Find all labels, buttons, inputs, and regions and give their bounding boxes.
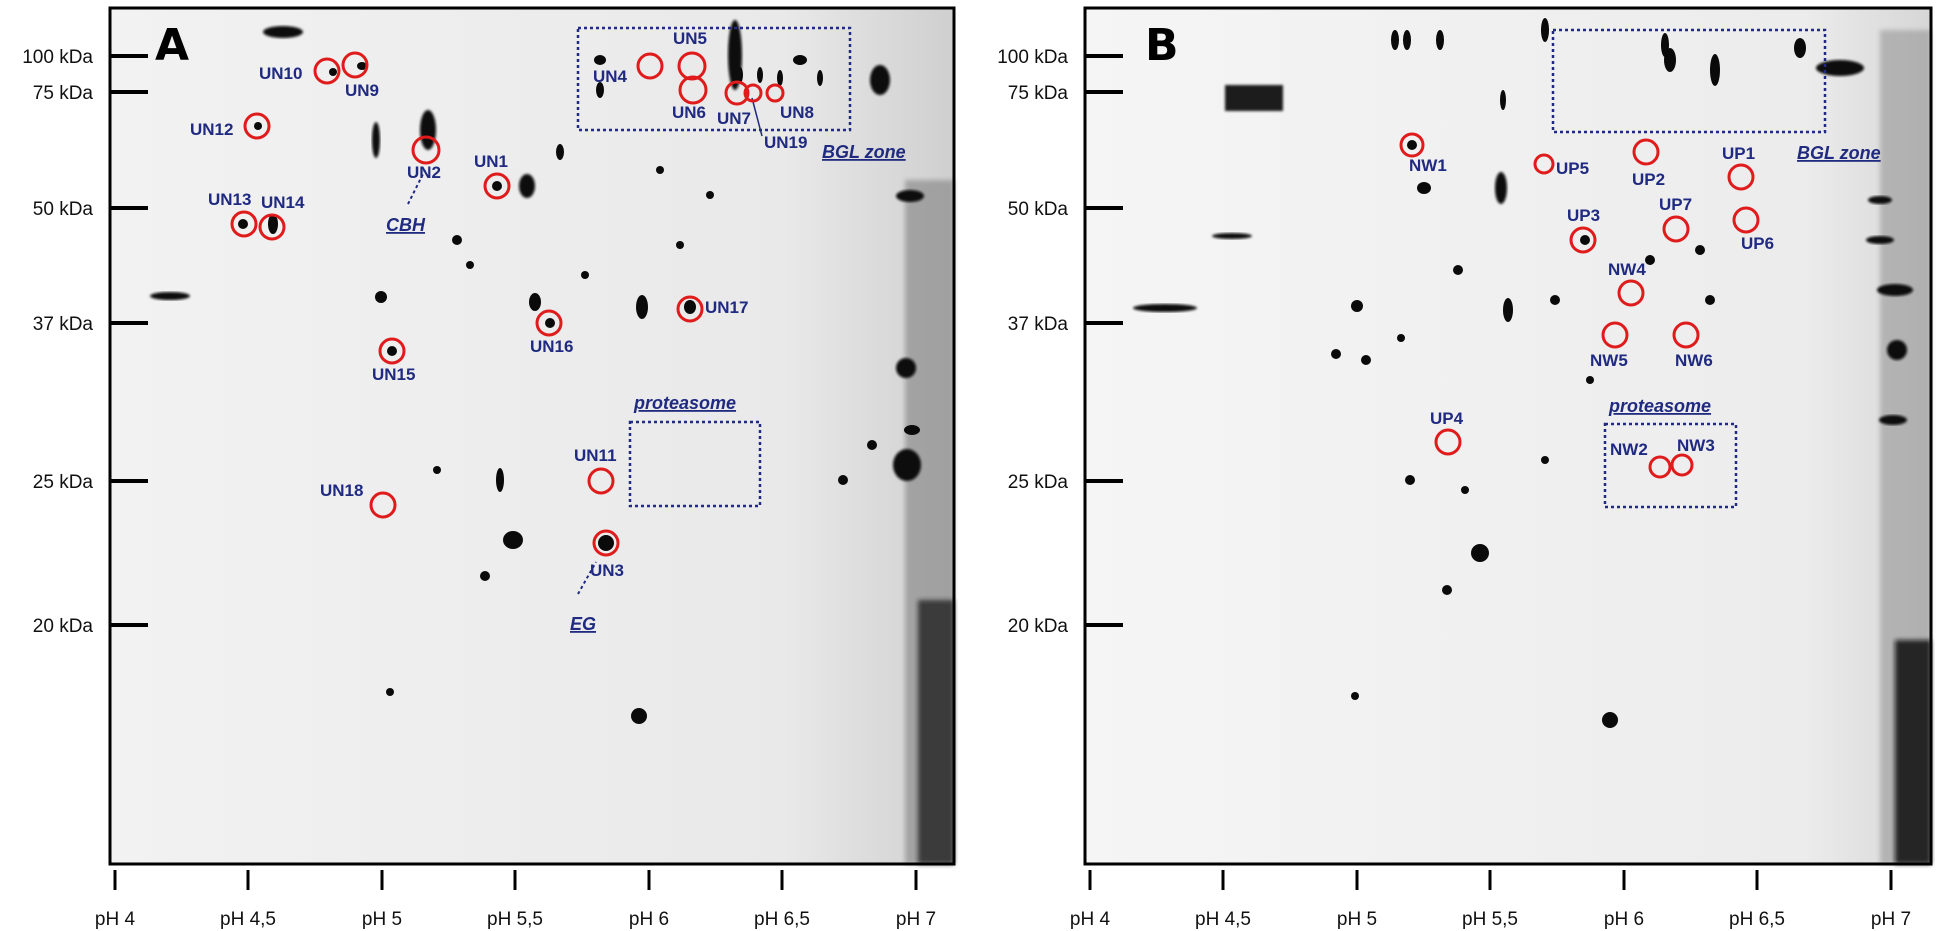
ph-label-a-7: pH 7	[896, 909, 936, 930]
mw-label-b-100: 100 kDa	[997, 47, 1068, 68]
label-un3: UN3	[590, 561, 624, 580]
ph-label-a-5-5: pH 5,5	[487, 909, 543, 930]
proteasome-box-a	[628, 420, 762, 508]
label-nw3: NW3	[1677, 436, 1715, 455]
label-up6: UP6	[1741, 234, 1774, 253]
label-un2: UN2	[407, 163, 441, 182]
ph-label-b-4-5: pH 4,5	[1195, 909, 1251, 930]
spot-circles-a	[230, 51, 785, 557]
label-un19: UN19	[764, 133, 807, 152]
label-un11: UN11	[574, 446, 617, 465]
label-nw5: NW5	[1590, 351, 1628, 370]
label-nw2: NW2	[1610, 440, 1648, 459]
label-un10: UN10	[259, 64, 302, 83]
spot-circles-b	[1399, 132, 1760, 479]
mw-axis-b	[1085, 54, 1123, 627]
gel-b-spots	[1133, 18, 1913, 728]
bgl-zone-box-b	[1551, 28, 1827, 134]
mw-label-a-100: 100 kDa	[22, 47, 93, 68]
ph-label-a-4: pH 4	[95, 909, 136, 930]
label-up7: UP7	[1659, 195, 1692, 214]
ph-label-b-4: pH 4	[1070, 909, 1111, 930]
proteasome-box-b	[1603, 422, 1738, 509]
mw-label-b-75: 75 kDa	[1008, 83, 1069, 104]
mw-label-a-20: 20 kDa	[33, 616, 94, 637]
label-un5: UN5	[673, 29, 707, 48]
zone-label-bgl-b: BGL zone	[1797, 143, 1881, 163]
label-un14: UN14	[261, 193, 305, 212]
label-up2: UP2	[1632, 170, 1665, 189]
bgl-zone-box-a	[576, 26, 852, 132]
label-un12: UN12	[190, 120, 233, 139]
mw-label-a-25: 25 kDa	[33, 472, 94, 493]
label-un4: UN4	[593, 67, 628, 86]
mw-label-a-50: 50 kDa	[33, 199, 94, 220]
panel-b-frame	[1083, 6, 1933, 866]
ph-label-a-4-5: pH 4,5	[220, 909, 276, 930]
label-up1: UP1	[1722, 144, 1755, 163]
ph-label-a-6: pH 6	[629, 909, 669, 930]
ph-label-b-5-5: pH 5,5	[1462, 909, 1518, 930]
panel-a-frame	[108, 6, 956, 866]
zone-label-eg: EG	[570, 614, 596, 634]
label-un16: UN16	[530, 337, 573, 356]
label-un9: UN9	[345, 81, 379, 100]
ph-label-b-6-5: pH 6,5	[1729, 909, 1785, 930]
ph-label-b-7: pH 7	[1871, 909, 1911, 930]
label-un6: UN6	[672, 103, 706, 122]
label-un8: UN8	[780, 103, 814, 122]
gel-b-background	[1085, 8, 1931, 864]
mw-label-b-50: 50 kDa	[1008, 199, 1069, 220]
ph-label-b-6: pH 6	[1604, 909, 1644, 930]
label-nw4: NW4	[1608, 260, 1646, 279]
panel-a: UN10 UN9 UN4 UN5 UN6 UN7 UN8 UN19 UN12 U…	[108, 6, 956, 866]
label-nw1: NW1	[1409, 156, 1447, 175]
ph-axis-a	[113, 870, 918, 890]
mw-label-b-25: 25 kDa	[1008, 472, 1069, 493]
label-up5: UP5	[1556, 159, 1589, 178]
panel-a-letter: A	[155, 20, 189, 71]
mw-label-b-20: 20 kDa	[1008, 616, 1069, 637]
gel-a-spots	[150, 20, 924, 724]
ph-label-b-5: pH 5	[1337, 909, 1377, 930]
label-nw6: NW6	[1675, 351, 1713, 370]
zone-label-proteasome-b: proteasome	[1608, 396, 1711, 416]
label-un7: UN7	[717, 109, 751, 128]
label-un13: UN13	[208, 190, 251, 209]
mw-label-a-75: 75 kDa	[33, 83, 94, 104]
panel-b: NW1 UP5 UP2 UP1 UP3 UP7 UP6 NW4 NW5 NW6 …	[1083, 6, 1933, 866]
label-un15: UN15	[372, 365, 415, 384]
mw-label-b-37: 37 kDa	[1008, 314, 1069, 335]
label-up3: UP3	[1567, 206, 1600, 225]
label-un1: UN1	[474, 152, 508, 171]
mw-label-a-37: 37 kDa	[33, 314, 94, 335]
ph-label-a-5: pH 5	[362, 909, 402, 930]
label-up4: UP4	[1430, 409, 1464, 428]
gel-a-background	[110, 8, 954, 864]
zone-label-bgl-a: BGL zone	[822, 142, 906, 162]
ph-label-a-6-5: pH 6,5	[754, 909, 810, 930]
panel-b-letter: B	[1145, 20, 1179, 71]
zone-label-proteasome-a: proteasome	[633, 393, 736, 413]
ph-axis-b	[1088, 870, 1893, 890]
label-un17: UN17	[705, 298, 748, 317]
mw-axis-a	[110, 54, 148, 627]
label-un18: UN18	[320, 481, 363, 500]
zone-label-cbh: CBH	[386, 215, 426, 235]
